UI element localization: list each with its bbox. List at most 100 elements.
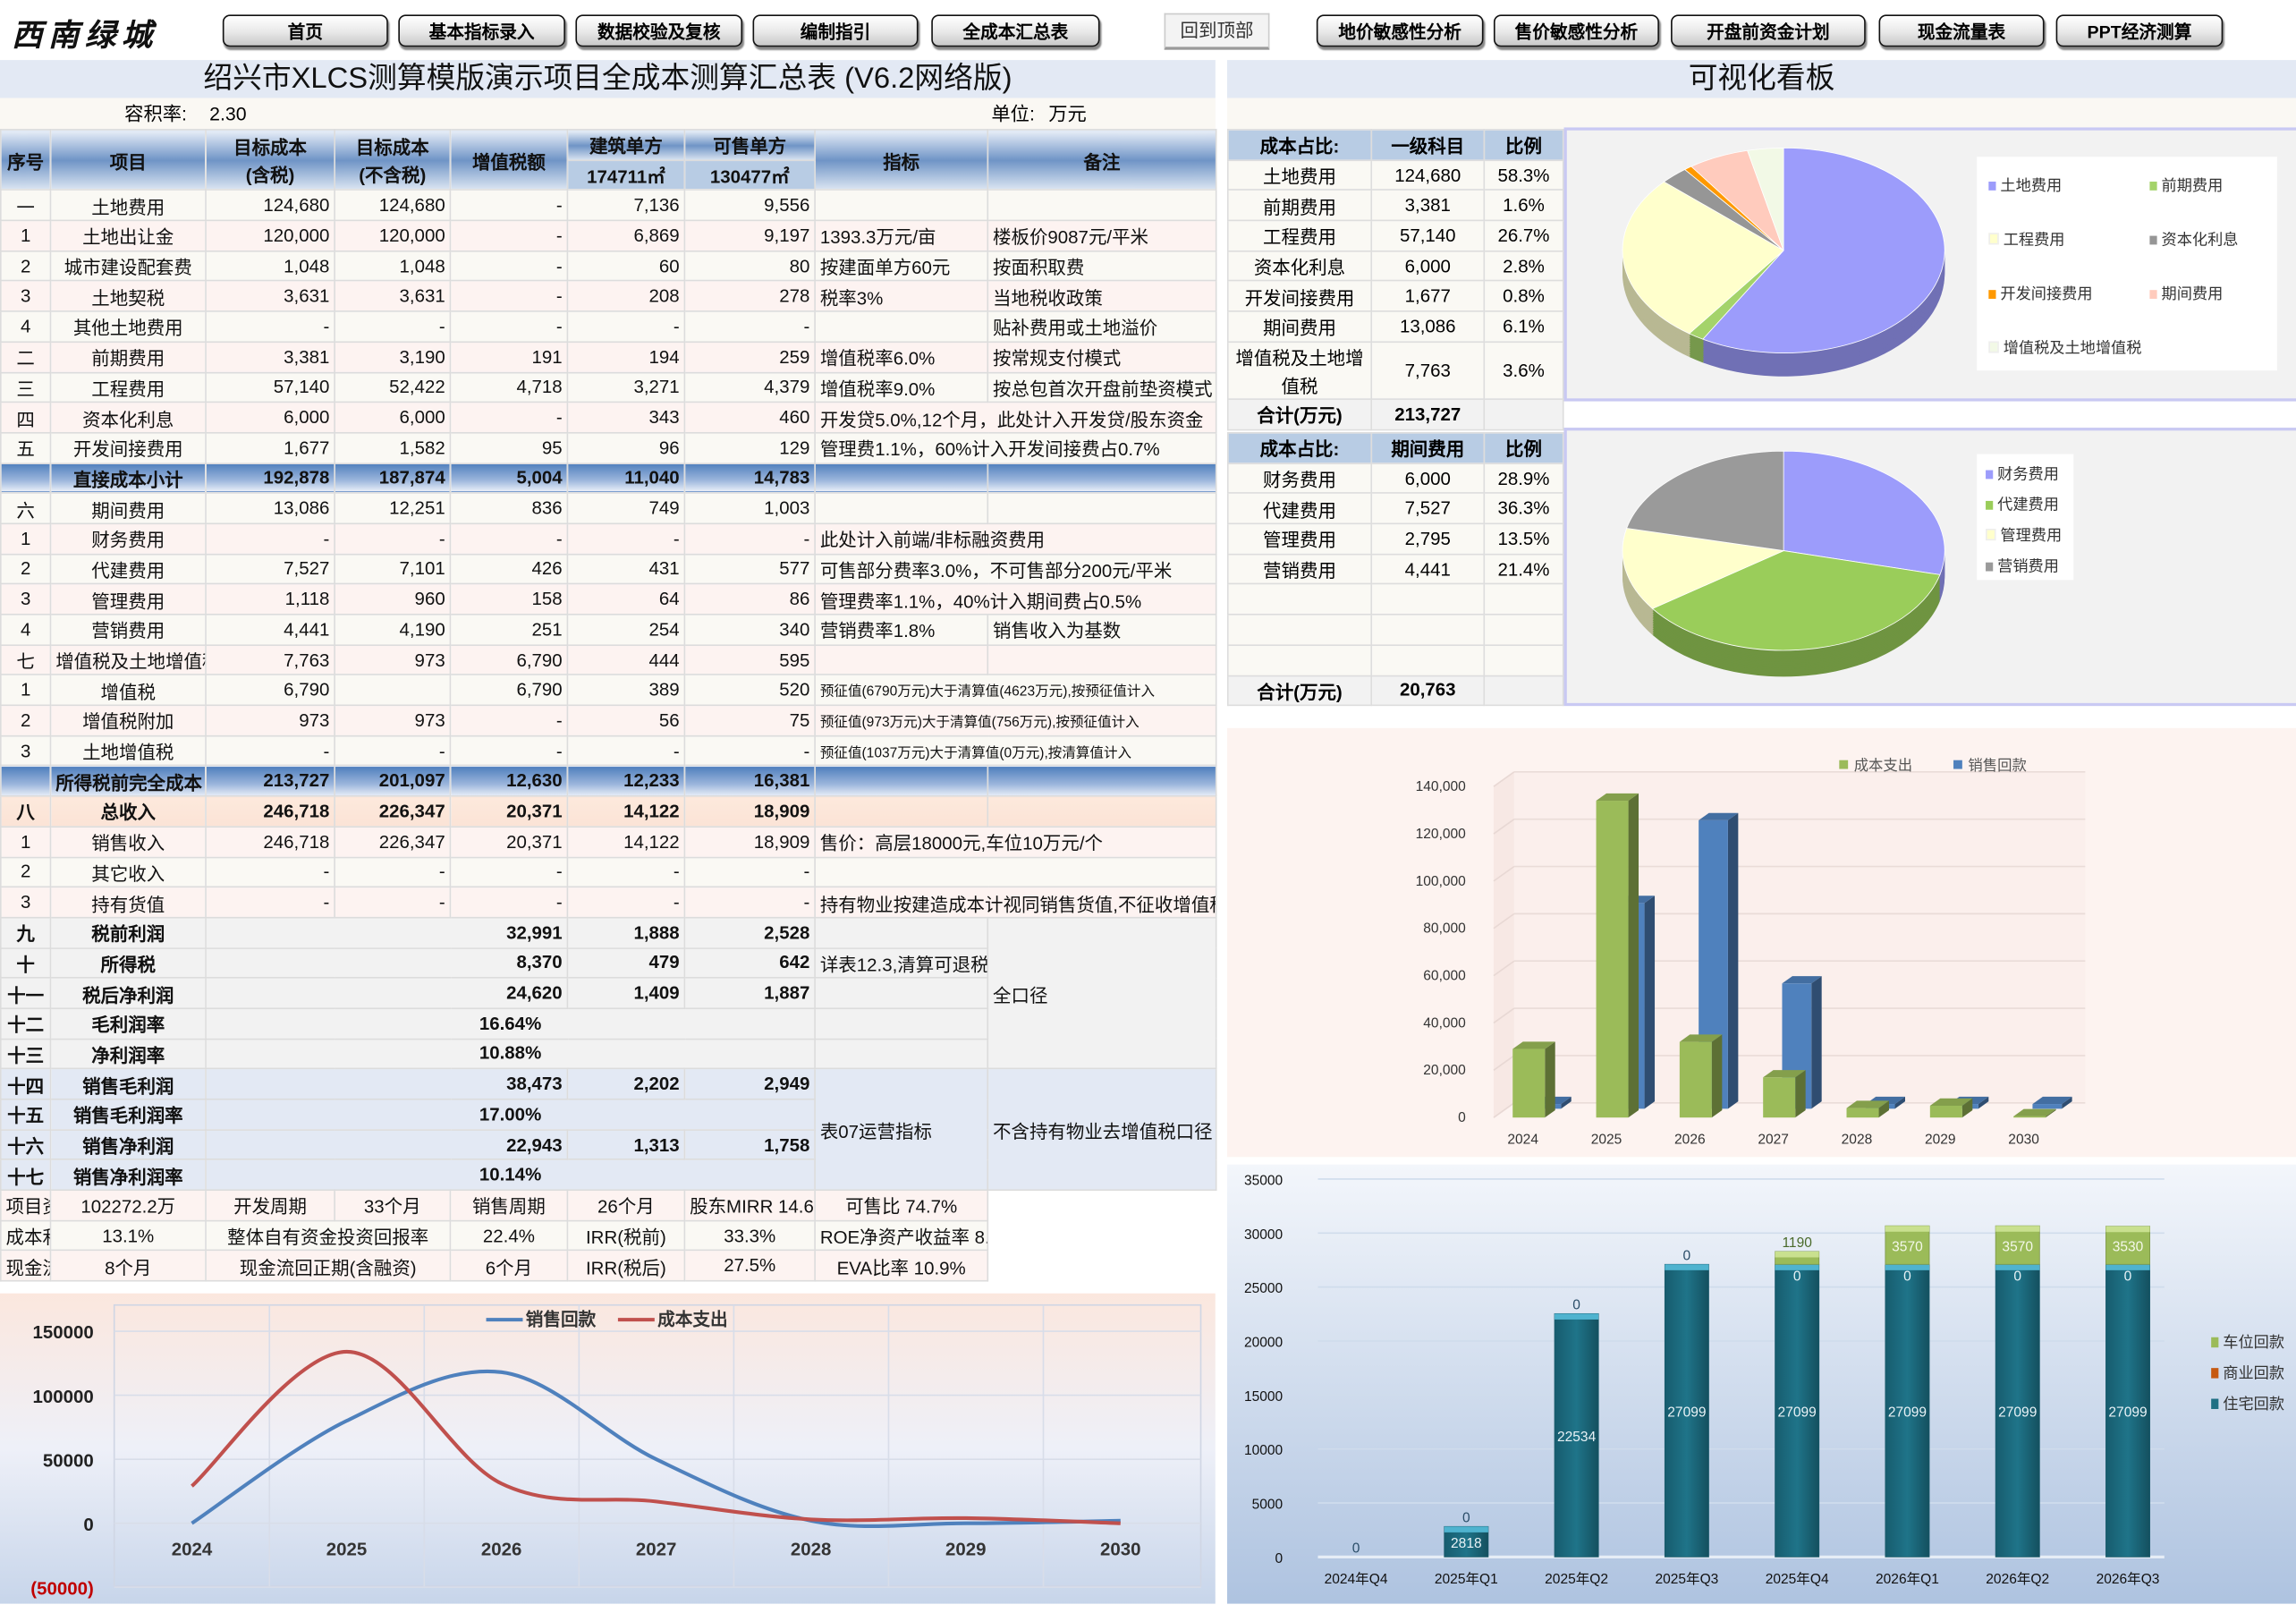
table-row: 八总收入 246,718 226,347 20,371 14,122 18,909	[0, 795, 1217, 828]
row-no: 十	[0, 947, 52, 980]
period-share-table: 成本占比: 期间费用 比例 财务费用 6,000 28.9% 代建费用 7,527 36.3% 管…	[1226, 431, 1564, 707]
vat-amount: 6,790	[449, 643, 569, 676]
row-item: 土地增值税	[49, 734, 207, 767]
bar-住宅回款	[2105, 1263, 2150, 1558]
nav-button-6[interactable]: 售价敏感性分析	[1493, 14, 1659, 47]
row-no: 4	[0, 310, 52, 343]
nav-button-3[interactable]: 编制指引	[752, 14, 919, 47]
bar-bevel	[1665, 1264, 1709, 1270]
share-cell: 资本化利息	[1226, 250, 1373, 283]
data-label: 2818	[1451, 1536, 1482, 1551]
profit-row: 十七 销售净利润率 10.14%	[0, 1159, 1216, 1192]
cost-incl-tax: -	[205, 522, 335, 555]
bar-车位回款	[2105, 1226, 2150, 1265]
blank-row	[1226, 614, 1564, 646]
sale-unit-cost: 75	[683, 704, 816, 737]
line-成本支出	[191, 1349, 1121, 1525]
cost-incl-tax: -	[205, 734, 335, 767]
row-item: 代建费用	[49, 553, 207, 585]
build-unit-cost: 194	[566, 341, 686, 373]
header-row: 序号 项目 目标成本 (含税) 目标成本 (不含税) 增值税额 建筑单方 可售单方 指标 备注	[0, 129, 1217, 191]
bar-bevel	[1885, 1264, 1930, 1270]
header-sale-unit: 可售单方	[683, 129, 816, 161]
share-cell: 28.9%	[1483, 462, 1564, 495]
row-item: 资本化利息	[49, 401, 207, 434]
vat-amount: 95	[449, 431, 569, 464]
nav-button-9[interactable]: PPT经济测算	[2055, 14, 2224, 47]
row-note: 预征值(1037万元)大于清算值(0万元),按清算值计入	[814, 734, 1217, 767]
metric-row: 成本利润率13.1%整体自有资金投资回报率22.4%IRR(税前)33.3%RO…	[0, 1219, 1216, 1252]
data-label: 0	[1352, 1541, 1360, 1556]
x-tick-label: 2028	[1842, 1133, 1873, 1148]
row-no: 二	[0, 341, 52, 373]
cost-excl-tax: 124,680	[334, 189, 452, 222]
table-row: 4 营销费用 4,441 4,190 251 254 340 营销费率1.8% 销售收入为基数	[0, 613, 1217, 646]
row-no: 3	[0, 886, 52, 919]
legend-swatch-icon	[2211, 1398, 2219, 1409]
legend-item: 财务费用	[1986, 463, 2059, 485]
gridline	[1493, 913, 1515, 930]
build-unit-cost: 208	[566, 280, 686, 312]
build-unit-cost: 254	[566, 613, 686, 646]
row-item: 总收入	[49, 795, 207, 828]
share-cell: 6,000	[1370, 462, 1486, 495]
row-remark: 贴补费用或土地溢价	[987, 310, 1217, 343]
row-item: 增值税附加	[49, 704, 207, 737]
cost-share-pie-chart: 土地费用 前期费用 工程费用 资本化利息 开发间接费用 期间费用 增值税及土地增值税	[1563, 127, 2296, 402]
share-row: 管理费用 2,795 13.5%	[1226, 522, 1564, 556]
legend-label: 销售回款	[526, 1310, 597, 1330]
build-unit-cost: 431	[566, 553, 686, 585]
cost-incl-tax: 6,790	[205, 674, 335, 707]
nav-button-2[interactable]: 数据校验及复核	[575, 14, 743, 47]
nav-button-0[interactable]: 首页	[222, 14, 388, 47]
nav-button-4[interactable]: 全成本汇总表	[931, 14, 1100, 47]
sale-unit-cost: 18,909	[683, 795, 816, 828]
profit-value: 8,370	[205, 947, 569, 980]
legend-label: 代建费用	[1997, 497, 2059, 514]
cost-excl-tax: 973	[334, 643, 452, 676]
row-item: 税前利润	[49, 916, 207, 949]
row-no: 十一	[0, 977, 52, 1009]
cost-excl-tax: 226,347	[334, 795, 452, 828]
x-tick-label: 2026	[1674, 1133, 1706, 1148]
blank-cell	[1226, 614, 1373, 646]
build-unit-value: 1,888	[566, 916, 686, 949]
bar-sales-receipts-side	[1727, 812, 1739, 1109]
sale-unit-cost: 278	[683, 280, 816, 312]
legend-label: 财务费用	[1997, 465, 2059, 484]
y-tick-label: 60,000	[1423, 969, 1466, 984]
legend-swatch-icon	[2149, 182, 2157, 191]
row-note: 可售部分费率3.0%，不可售部分200元/平米	[814, 553, 1217, 585]
sale-unit-cost: 9,197	[683, 219, 816, 252]
legend-label: 增值税及土地增值税	[2003, 339, 2142, 358]
bar-住宅回款	[1885, 1263, 1930, 1558]
bar-cost-expenditure	[1512, 1048, 1546, 1118]
row-item: 工程费用	[49, 371, 207, 403]
table-row: 直接成本小计 192,878 187,874 5,004 11,040 14,783	[0, 462, 1217, 495]
nav-button-8[interactable]: 现金流量表	[1878, 14, 2045, 47]
bar-bevel	[1885, 1226, 1930, 1232]
row-no: 1	[0, 674, 52, 707]
legend-label: 资本化利息	[2161, 231, 2239, 250]
bar-cost-expenditure-side	[1628, 793, 1639, 1118]
nav-button-1[interactable]: 基本指标录入	[398, 14, 565, 47]
vat-amount: -	[449, 310, 569, 343]
share-cell: 前期费用	[1226, 189, 1373, 222]
nav-button-5[interactable]: 地价敏感性分析	[1316, 14, 1484, 47]
pie-slice-营销费用	[1626, 450, 1784, 552]
row-item: 管理费用	[49, 583, 207, 615]
x-tick-label: 2024年Q4	[1325, 1571, 1388, 1587]
share-header-cell: 成本占比:	[1226, 431, 1373, 464]
back-to-top-button[interactable]: 回到顶部	[1164, 13, 1270, 50]
line-销售回款	[191, 1369, 1121, 1529]
vat-amount: 5,004	[449, 462, 569, 495]
nav-button-7[interactable]: 开盘前资金计划	[1671, 14, 1866, 47]
sale-unit-cost: 14,783	[683, 462, 816, 495]
row-index: 1393.3万元/亩	[814, 219, 989, 252]
legend-item: 工程费用	[1988, 228, 2064, 250]
bar-cost-expenditure-side	[1961, 1098, 1973, 1118]
far-value: 2.30	[209, 102, 247, 125]
header-item: 项目	[49, 129, 207, 191]
row-note: 管理费1.1%，60%计入开发间接费占0.7%	[814, 431, 1217, 464]
build-unit-value: 1,409	[566, 977, 686, 1009]
